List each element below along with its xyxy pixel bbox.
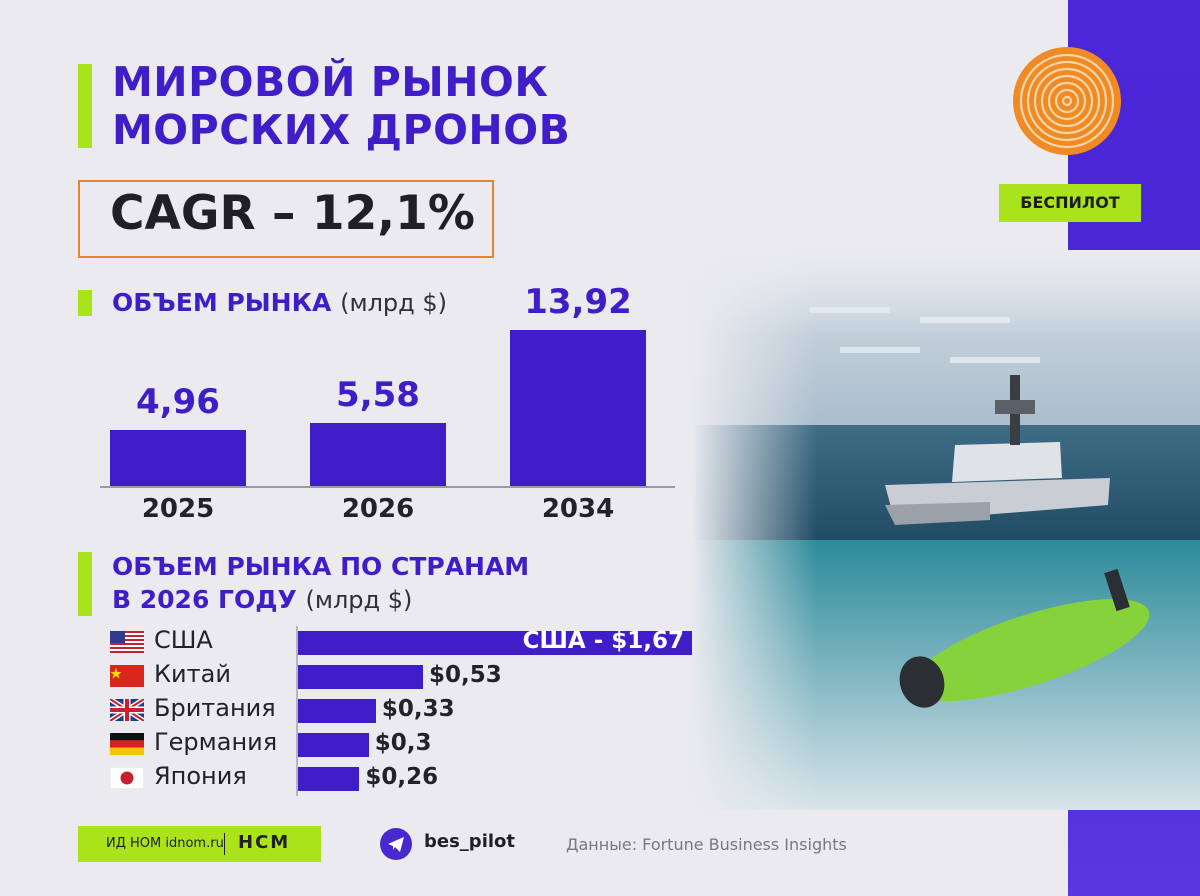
page-title: МИРОВОЙ РЫНОК МОРСКИХ ДРОНОВ: [112, 58, 571, 154]
bar-Япония: [298, 767, 360, 791]
x-tick-label: 2034: [541, 494, 615, 524]
country-row: Британия: [110, 694, 290, 722]
bar-value-label: $0,53: [429, 662, 502, 688]
country-name: Япония: [154, 762, 247, 790]
market-section-title: ОБЪЕМ РЫНКА (млрд $): [112, 288, 448, 317]
drone-photo: [690, 250, 1200, 810]
cagr-value: CAGR – 12,1%: [110, 186, 475, 241]
telegram-icon[interactable]: [380, 828, 412, 860]
japan-flag-icon: [110, 767, 144, 789]
china-flag-icon: [110, 665, 144, 687]
country-row: Япония: [110, 762, 290, 790]
bar-value-label: 5,58: [336, 375, 420, 416]
nsm-logo: НСМ: [238, 832, 291, 853]
cagr-frame: [78, 180, 494, 258]
country-name: Германия: [154, 728, 278, 756]
title-accent-bar: [78, 64, 92, 148]
country-name: Британия: [154, 694, 276, 722]
bar-Китай: [298, 665, 424, 689]
bar-value-label: 4,96: [136, 382, 220, 423]
bespilot-logo-icon: [1013, 47, 1121, 155]
bar-value-label: $0,33: [381, 696, 455, 722]
publisher-site: ИД НОМ idnom.ru: [106, 836, 224, 851]
bar-2025: [110, 430, 246, 486]
bar-value-label: США - $1,67: [522, 628, 684, 654]
uk-flag-icon: [110, 699, 144, 721]
x-axis-line: [100, 486, 675, 488]
divider: [224, 833, 225, 855]
publisher-badge: ИД НОМ idnom.ru НСМ: [78, 826, 321, 862]
market-volume-chart: 4,96 2025 5,58 2026 13,92 2034: [90, 280, 690, 530]
bar-2034: [510, 330, 646, 486]
brand-badge: БЕСПИЛОТ: [999, 184, 1141, 222]
country-row: США: [110, 626, 290, 654]
germany-flag-icon: [110, 733, 144, 755]
country-section-title: ОБЪЕМ РЫНКА ПО СТРАНАМ В 2026 ГОДУ (млрд…: [112, 552, 530, 614]
section-accent-bar: [78, 552, 92, 616]
bar-value-label: 13,92: [524, 282, 632, 322]
bar-Британия: [298, 699, 376, 723]
y-axis-line: [296, 626, 298, 796]
section-accent-bar: [78, 290, 92, 316]
bar-США: [298, 631, 692, 655]
country-row: Германия: [110, 728, 290, 756]
bar-value-label: $0,26: [365, 764, 439, 790]
bar-Германия: [298, 733, 369, 757]
x-tick-label: 2025: [141, 494, 215, 524]
country-volume-chart: США США - $1,67 Китай $0,53 Британия $0,33 Гер…: [110, 626, 730, 800]
bar-2026: [310, 423, 446, 486]
us-flag-icon: [110, 631, 144, 653]
bar-value-label: $0,3: [374, 730, 432, 756]
x-tick-label: 2026: [341, 494, 415, 524]
country-name: Китай: [154, 660, 231, 688]
data-source: Данные: Fortune Business Insights: [566, 835, 847, 854]
telegram-handle[interactable]: bes_pilot: [424, 831, 516, 852]
country-row: Китай: [110, 660, 290, 688]
country-name: США: [154, 626, 213, 654]
